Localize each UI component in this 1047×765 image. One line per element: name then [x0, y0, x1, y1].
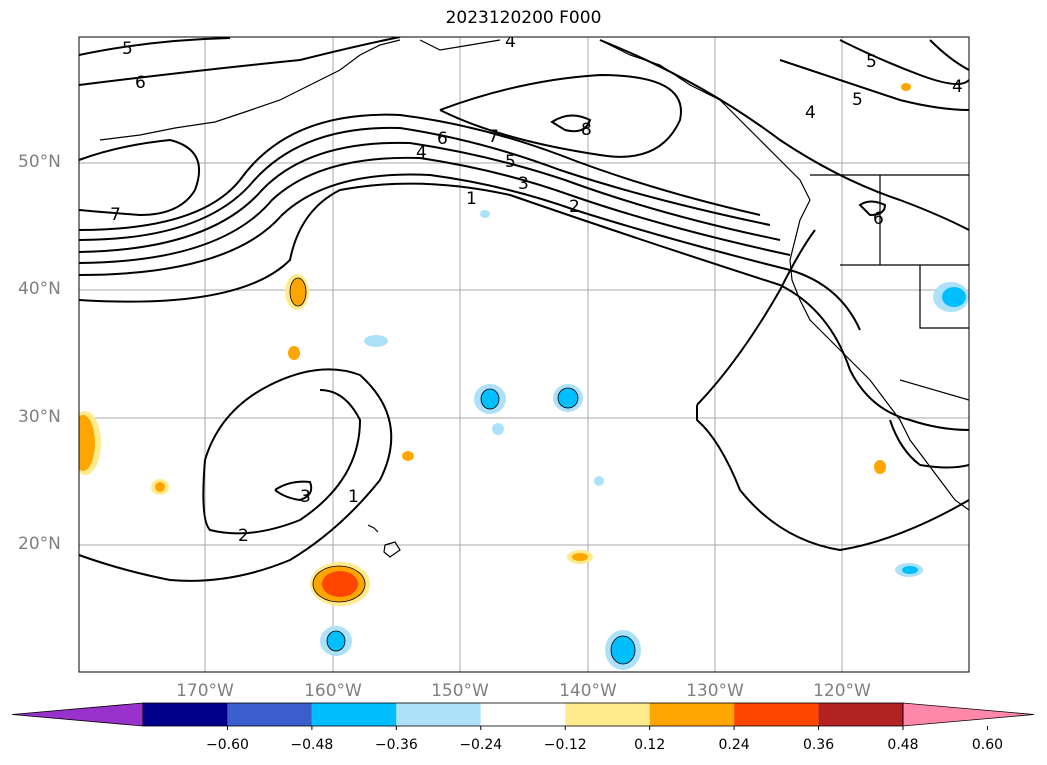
- shaded-anomalies: [79, 83, 969, 670]
- contour-label: 1: [348, 487, 359, 507]
- map-frame: [78, 36, 970, 673]
- anomaly-blob: [327, 631, 345, 651]
- anomaly-blob: [558, 388, 578, 408]
- colorbar-tick-label: −0.60: [205, 737, 249, 753]
- lon-label-170w: 170°W: [176, 681, 234, 701]
- colorbar-extend-min: [11, 702, 144, 727]
- anomaly-blob: [288, 346, 300, 360]
- anomaly-blob: [481, 389, 499, 409]
- anomaly-blob: [611, 636, 635, 664]
- colorbar-swatch: [649, 703, 735, 726]
- contour-labels: 5 6 7 4 6 7 5 4 3 1 2 8 6 5 5 4 4 3 2 1: [110, 32, 963, 546]
- colorbar-tick-label: −0.36: [374, 737, 418, 753]
- lat-label-40n: 40°N: [18, 279, 61, 299]
- map-title: 2023120200 F000: [445, 8, 602, 28]
- colorbar-extend-max: [902, 702, 1035, 727]
- anomaly-blob: [480, 210, 490, 218]
- contour-label: 2: [569, 197, 580, 217]
- anomaly-blob: [290, 278, 306, 306]
- contour-label: 5: [122, 39, 133, 59]
- contour-label: 4: [805, 103, 816, 123]
- lon-label-150w: 150°W: [431, 681, 489, 701]
- contour-label: 6: [437, 129, 448, 149]
- colorbar-swatch: [143, 703, 228, 726]
- anomaly-blob: [322, 571, 358, 597]
- contour-label: 1: [466, 189, 477, 209]
- contour-label: 4: [505, 32, 516, 52]
- colorbar-swatch: [565, 703, 650, 726]
- contour-label: 5: [852, 90, 863, 110]
- contour-label: 2: [238, 526, 249, 546]
- lat-label-50n: 50°N: [18, 152, 61, 172]
- contour-label: 3: [300, 487, 311, 507]
- contour-label: 6: [135, 73, 146, 93]
- contour-label: 4: [952, 77, 963, 97]
- contour-label: 5: [505, 152, 516, 172]
- colorbar-swatch: [396, 703, 481, 726]
- lon-label-130w: 130°W: [686, 681, 744, 701]
- colorbar-tick-label: 0.48: [887, 737, 919, 753]
- colorbar-tick-label: −0.24: [459, 737, 503, 753]
- anomaly-blob: [594, 476, 604, 486]
- contour-label: 7: [110, 205, 121, 225]
- contour-label: 6: [873, 209, 884, 229]
- contour-label: 4: [416, 143, 427, 163]
- anomaly-blob: [942, 287, 966, 307]
- lon-label-120w: 120°W: [813, 681, 871, 701]
- contour-label: 3: [518, 174, 529, 194]
- anomaly-blob: [572, 553, 588, 561]
- colorbar-tick-label: 0.60: [971, 737, 1004, 753]
- lat-label-20n: 20°N: [18, 534, 61, 554]
- shade-outlines: [289, 277, 636, 665]
- colorbar-swatch: [818, 703, 903, 726]
- anomaly-blob: [874, 460, 886, 474]
- contours: [79, 37, 969, 582]
- anomaly-blob: [902, 566, 918, 574]
- anomaly-blob: [402, 451, 414, 461]
- anomaly-blob: [364, 335, 388, 347]
- contour-label: 8: [581, 120, 592, 140]
- colorbar-tick-label: −0.12: [543, 737, 587, 753]
- colorbar: [11, 702, 1035, 730]
- anomaly-blob: [901, 83, 911, 91]
- colorbar-tick-label: −0.48: [290, 737, 334, 753]
- lat-label-30n: 30°N: [18, 407, 61, 427]
- colorbar-tick-label: 0.36: [802, 737, 835, 753]
- colorbar-swatch: [227, 703, 312, 726]
- contour-label: 7: [488, 127, 499, 147]
- anomaly-blob: [79, 415, 95, 471]
- colorbar-swatch: [480, 703, 566, 726]
- anomaly-blob: [492, 423, 504, 435]
- contour-label: 5: [866, 52, 877, 72]
- lon-label-160w: 160°W: [304, 681, 362, 701]
- anomaly-blob: [155, 482, 165, 492]
- colorbar-border: [142, 702, 904, 727]
- colorbar-swatch: [311, 703, 397, 726]
- colorbar-tick-label: 0.12: [634, 737, 666, 753]
- lon-label-140w: 140°W: [559, 681, 617, 701]
- graticule: [79, 37, 969, 672]
- colorbar-swatch: [734, 703, 819, 726]
- colorbar-tick-label: 0.24: [718, 737, 750, 753]
